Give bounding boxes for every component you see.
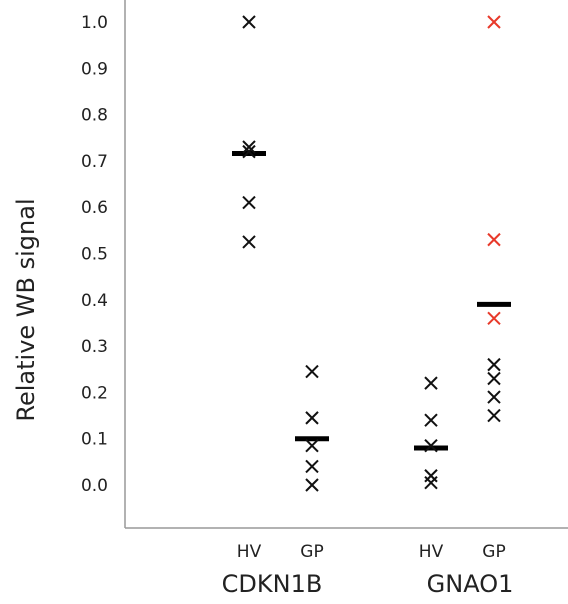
point-stroke bbox=[487, 390, 501, 404]
category-label: HV bbox=[237, 542, 262, 562]
data-point bbox=[242, 144, 256, 159]
y-tick-label: 0.8 bbox=[81, 106, 108, 126]
data-point bbox=[487, 311, 501, 326]
data-point bbox=[424, 438, 438, 453]
y-tick-labels: 1.0 0.9 0.8 0.7 0.6 0.5 0.4 0.3 0.2 0.1 0.0 bbox=[81, 13, 108, 496]
point-stroke bbox=[424, 413, 438, 427]
data-point bbox=[305, 364, 319, 379]
data-points bbox=[242, 15, 501, 492]
point-stroke bbox=[487, 15, 501, 29]
data-point bbox=[305, 438, 319, 453]
point-stroke bbox=[305, 459, 319, 474]
point-stroke bbox=[305, 438, 319, 453]
data-point bbox=[487, 371, 501, 386]
data-point bbox=[487, 357, 501, 372]
data-point bbox=[305, 411, 319, 425]
data-point bbox=[424, 475, 438, 490]
data-point bbox=[305, 459, 319, 474]
y-tick-label: 0.3 bbox=[81, 337, 108, 357]
group-label: GNAO1 bbox=[427, 570, 514, 598]
data-point bbox=[487, 15, 501, 29]
data-point bbox=[242, 15, 256, 29]
point-stroke bbox=[242, 235, 256, 249]
data-point bbox=[487, 408, 501, 423]
data-point bbox=[242, 140, 256, 154]
point-stroke bbox=[424, 438, 438, 453]
axes bbox=[124, 0, 568, 529]
category-label: GP bbox=[482, 542, 505, 562]
category-labels: HV GP HV GP bbox=[237, 542, 506, 562]
data-point bbox=[305, 478, 319, 492]
data-point bbox=[424, 376, 438, 390]
point-stroke bbox=[242, 144, 256, 159]
point-stroke bbox=[242, 140, 256, 154]
y-tick-label: 0.4 bbox=[81, 291, 108, 311]
point-stroke bbox=[487, 408, 501, 423]
point-stroke bbox=[242, 15, 256, 29]
y-tick-label: 1.0 bbox=[81, 13, 108, 33]
data-point bbox=[424, 469, 438, 483]
point-stroke bbox=[305, 478, 319, 492]
data-point bbox=[242, 195, 256, 210]
data-point bbox=[487, 390, 501, 404]
point-stroke bbox=[305, 411, 319, 425]
y-tick-label: 0.9 bbox=[81, 59, 108, 79]
y-tick-label: 0.6 bbox=[81, 198, 108, 218]
data-point bbox=[487, 232, 501, 247]
y-tick-label: 0.0 bbox=[81, 476, 108, 496]
point-stroke bbox=[487, 371, 501, 386]
point-stroke bbox=[487, 311, 501, 326]
point-stroke bbox=[487, 357, 501, 372]
point-stroke bbox=[424, 376, 438, 390]
data-point bbox=[242, 235, 256, 249]
y-tick-label: 0.7 bbox=[81, 152, 108, 172]
point-stroke bbox=[305, 364, 319, 379]
y-tick-label: 0.5 bbox=[81, 245, 108, 265]
y-tick-label: 0.2 bbox=[81, 383, 108, 403]
category-label: GP bbox=[300, 542, 323, 562]
y-axis-label: Relative WB signal bbox=[12, 198, 40, 421]
point-stroke bbox=[424, 475, 438, 490]
group-label: CDKN1B bbox=[222, 570, 323, 598]
point-stroke bbox=[487, 232, 501, 247]
y-tick-label: 0.1 bbox=[81, 430, 108, 450]
data-point bbox=[424, 413, 438, 427]
point-stroke bbox=[242, 195, 256, 210]
category-label: HV bbox=[419, 542, 444, 562]
median-bars bbox=[232, 150, 511, 451]
group-labels: CDKN1B GNAO1 bbox=[222, 570, 514, 598]
